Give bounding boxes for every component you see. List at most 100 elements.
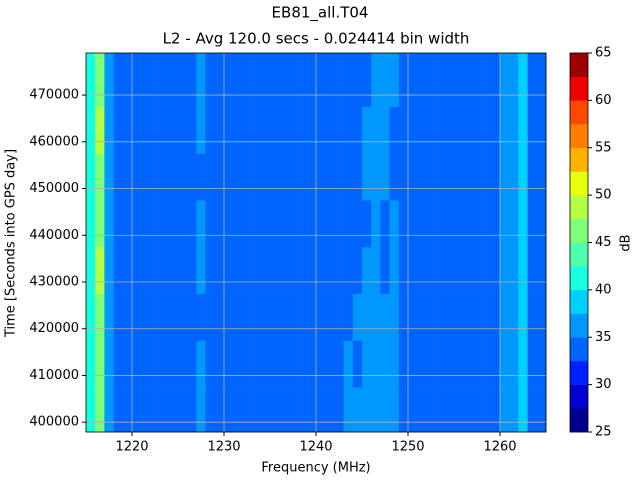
heatmap-cell	[288, 53, 298, 108]
heatmap-cell	[260, 387, 271, 433]
heatmap-cell	[306, 387, 317, 433]
heatmap-cell	[518, 200, 528, 248]
heatmap-cell	[417, 340, 427, 388]
heatmap-cell	[325, 153, 335, 201]
heatmap-cell	[444, 293, 455, 341]
heatmap-cell	[463, 200, 473, 248]
colorbar-label: dB	[619, 234, 634, 251]
heatmap-cell	[187, 340, 197, 388]
heatmap-cell	[132, 340, 142, 388]
heatmap-cell	[408, 293, 418, 341]
heatmap-cell	[260, 246, 271, 294]
heatmap-cell	[444, 246, 455, 294]
heatmap-cell	[518, 387, 528, 433]
heatmap-cell	[270, 153, 280, 201]
heatmap-cell	[481, 53, 492, 108]
heatmap-cell	[408, 246, 418, 294]
colorbar-tick-label: 65	[595, 46, 612, 61]
heatmap-cell	[536, 53, 547, 108]
heatmap-cell	[141, 246, 151, 294]
heatmap-cell	[297, 106, 308, 154]
heatmap-cell	[454, 106, 464, 154]
heatmap-cell	[104, 53, 114, 108]
heatmap-cell	[518, 340, 528, 388]
heatmap-cell	[205, 387, 216, 433]
heatmap-cell	[178, 153, 188, 201]
heatmap-cell	[352, 106, 363, 154]
heatmap-cell	[527, 106, 538, 154]
heatmap-cell	[334, 153, 344, 201]
heatmap-cell	[518, 53, 528, 108]
heatmap-cell	[279, 53, 289, 108]
heatmap-cell	[187, 293, 197, 341]
colorbar-swatch	[570, 266, 588, 291]
heatmap-cell	[444, 106, 455, 154]
heatmap-cell	[205, 246, 216, 294]
heatmap-cell	[159, 340, 170, 388]
heatmap-cell	[168, 246, 179, 294]
heatmap-cell	[159, 246, 170, 294]
heatmap-cell	[132, 200, 142, 248]
heatmap-cell	[316, 200, 326, 248]
heatmap-cell	[472, 340, 482, 388]
heatmap-cell	[316, 246, 326, 294]
heatmap-cell	[95, 293, 105, 341]
heatmap-cell	[260, 53, 271, 108]
heatmap-cell	[196, 246, 206, 294]
heatmap-cell	[509, 106, 519, 154]
heatmap-cell	[297, 293, 308, 341]
heatmap-cell	[187, 53, 197, 108]
heatmap-cell	[408, 53, 418, 108]
y-tick-label: 440000	[29, 228, 79, 243]
heatmap-cell	[297, 200, 308, 248]
heatmap-cell	[104, 340, 114, 388]
heatmap-cell	[408, 153, 418, 201]
heatmap-cell	[389, 200, 400, 248]
heatmap-cell	[279, 293, 289, 341]
heatmap-cell	[297, 387, 308, 433]
x-tick-label: 1230	[207, 440, 240, 455]
x-tick-label: 1260	[483, 440, 516, 455]
heatmap-cell	[159, 106, 170, 154]
heatmap-cell	[187, 200, 197, 248]
heatmap-cell	[380, 106, 390, 154]
heatmap-cell	[297, 53, 308, 108]
heatmap-cell	[316, 340, 326, 388]
heatmap-cell	[444, 340, 455, 388]
heatmap-cell	[122, 200, 133, 248]
heatmap-cell	[150, 293, 160, 341]
heatmap-cell	[178, 106, 188, 154]
heatmap-cell	[371, 246, 381, 294]
heatmap-cell	[196, 387, 206, 433]
heatmap-cell	[408, 106, 418, 154]
heatmap-cell	[95, 106, 105, 154]
y-tick-label: 410000	[29, 368, 79, 383]
heatmap-cell	[380, 246, 390, 294]
heatmap-cell	[490, 153, 501, 201]
heatmap-cell	[178, 293, 188, 341]
heatmap-cell	[527, 200, 538, 248]
heatmap-cell	[398, 53, 409, 108]
heatmap-cell	[132, 293, 142, 341]
heatmap-cell	[536, 387, 547, 433]
heatmap-cell	[352, 153, 363, 201]
heatmap-cell	[536, 340, 547, 388]
heatmap-cell	[435, 246, 446, 294]
heatmap-cell	[362, 200, 372, 248]
heatmap-cell	[343, 246, 354, 294]
heatmap-cell	[168, 340, 179, 388]
heatmap-cell	[325, 340, 335, 388]
heatmap-cell	[233, 106, 243, 154]
heatmap-cell	[113, 293, 124, 341]
heatmap-cell	[509, 200, 519, 248]
colorbar-swatch	[570, 195, 588, 220]
heatmap-cell	[380, 340, 390, 388]
heatmap-cell	[224, 340, 234, 388]
heatmap-cell	[444, 153, 455, 201]
heatmap-cell	[343, 53, 354, 108]
heatmap-cell	[371, 387, 381, 433]
heatmap-cell	[500, 387, 510, 433]
heatmap-cell	[435, 53, 446, 108]
heatmap-cell	[122, 340, 133, 388]
heatmap-cell	[178, 53, 188, 108]
